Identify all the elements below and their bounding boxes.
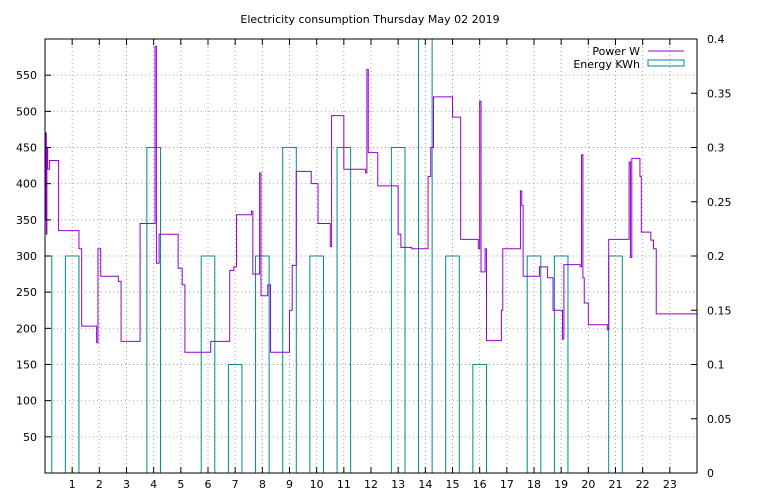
legend-swatch-energy — [647, 59, 685, 67]
x-tick-label: 4 — [150, 478, 157, 491]
x-tick-label: 16 — [473, 478, 487, 491]
x-tick-label: 6 — [205, 478, 212, 491]
x-tick-label: 5 — [177, 478, 184, 491]
x-tick-label: 21 — [609, 478, 623, 491]
x-tick-label: 12 — [364, 478, 378, 491]
y2-tick-label: 0.15 — [707, 304, 732, 317]
x-tick-label: 9 — [286, 478, 293, 491]
x-tick-label: 17 — [500, 478, 514, 491]
energy-bar — [472, 364, 487, 473]
energy-bar — [146, 147, 161, 473]
energy-bar — [526, 255, 542, 473]
energy-bar — [227, 364, 243, 473]
y-tick-label: 200 — [16, 322, 37, 335]
x-tick-label: 19 — [554, 478, 568, 491]
y2-tick-label: 0.2 — [707, 250, 725, 263]
y2-tick-label: 0.25 — [707, 196, 732, 209]
y-tick-label: 500 — [16, 105, 37, 118]
x-tick-label: 2 — [96, 478, 103, 491]
x-tick-label: 1 — [69, 478, 76, 491]
y-tick-label: 250 — [16, 286, 37, 299]
y2-tick-label: 0 — [707, 467, 714, 480]
chart-title: Electricity consumption Thursday May 02 … — [240, 13, 499, 26]
legend: Power W Energy KWh — [573, 45, 685, 71]
x-tick-label: 20 — [581, 478, 595, 491]
energy-bar — [255, 255, 270, 473]
axis-tick-layer: 1 2 3 4 5 6 7 8 9 10 11 12 13 14 15 16 17 18 19 20 21 22 23501… — [16, 33, 732, 491]
legend-label-energy: Energy KWh — [573, 58, 640, 71]
energy-bar — [200, 255, 216, 473]
y2-tick-label: 0.3 — [707, 142, 725, 155]
energy-bar — [390, 147, 406, 473]
grid-layer — [45, 39, 697, 473]
x-tick-label: 14 — [418, 478, 432, 491]
energy-bar — [282, 147, 297, 473]
energy-bar — [608, 255, 623, 473]
x-tick-label: 3 — [123, 478, 130, 491]
power-series-layer — [45, 45, 697, 353]
power-line — [45, 45, 697, 353]
energy-bar — [336, 147, 352, 473]
y2-tick-label: 0.1 — [707, 359, 725, 372]
x-tick-label: 23 — [663, 478, 677, 491]
y-tick-label: 450 — [16, 142, 37, 155]
y-tick-label: 350 — [16, 214, 37, 227]
x-tick-label: 22 — [636, 478, 650, 491]
energy-bar — [64, 255, 80, 473]
x-tick-label: 7 — [232, 478, 239, 491]
x-tick-label: 13 — [391, 478, 405, 491]
y2-tick-label: 0.4 — [707, 33, 725, 46]
y-tick-label: 400 — [16, 178, 37, 191]
energy-bar — [445, 255, 460, 473]
y-tick-label: 550 — [16, 69, 37, 82]
legend-label-power: Power W — [592, 45, 640, 58]
energy-bar — [309, 255, 324, 473]
x-tick-label: 10 — [310, 478, 324, 491]
x-tick-label: 8 — [259, 478, 266, 491]
y-tick-label: 100 — [16, 395, 37, 408]
y2-tick-label: 0.35 — [707, 87, 732, 100]
x-tick-label: 18 — [527, 478, 541, 491]
y-tick-label: 150 — [16, 359, 37, 372]
y-tick-label: 50 — [23, 431, 37, 444]
x-tick-label: 11 — [337, 478, 351, 491]
energy-bar — [553, 255, 569, 473]
y-tick-label: 300 — [16, 250, 37, 263]
y2-tick-label: 0.05 — [707, 413, 732, 426]
x-tick-label: 15 — [446, 478, 460, 491]
